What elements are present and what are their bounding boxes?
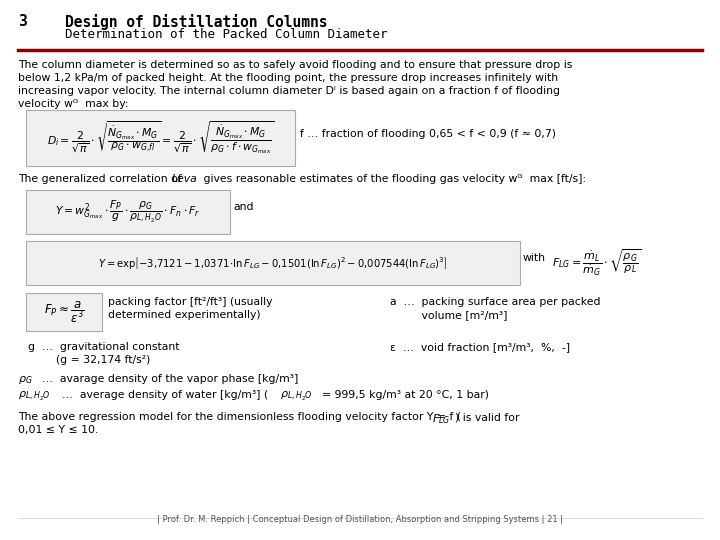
Text: …  average density of water [kg/m³] (: … average density of water [kg/m³] (	[62, 390, 271, 400]
Text: = 999,5 kg/m³ at 20 °C, 1 bar): = 999,5 kg/m³ at 20 °C, 1 bar)	[322, 390, 489, 400]
Text: f … fraction of flooding 0,65 < f < 0,9 (f ≈ 0,7): f … fraction of flooding 0,65 < f < 0,9 …	[300, 129, 556, 139]
Text: increasing vapor velocity. The internal column diameter Dᴵ is based again on a f: increasing vapor velocity. The internal …	[18, 86, 560, 96]
Text: …  avarage density of the vapor phase [kg/m³]: … avarage density of the vapor phase [kg…	[42, 374, 298, 384]
FancyBboxPatch shape	[26, 241, 520, 285]
Text: | Prof. Dr. M. Reppich | Conceptual Design of Distillation, Absorption and Strip: | Prof. Dr. M. Reppich | Conceptual Desi…	[157, 516, 563, 524]
Text: ε  …  void fraction [m³/m³,  %,  -]: ε … void fraction [m³/m³, %, -]	[390, 342, 570, 352]
Text: $\rho_G$: $\rho_G$	[18, 374, 32, 386]
Text: $Y = \exp\!\left[-3{,}7121 - 1{,}0371\!\cdot\!\ln F_{LG} - 0{,}1501(\ln F_{LG})^: $Y = \exp\!\left[-3{,}7121 - 1{,}0371\!\…	[98, 255, 448, 271]
Text: gives reasonable estimates of the flooding gas velocity wᴳ  max [ft/s]:: gives reasonable estimates of the floodi…	[200, 174, 586, 184]
Text: below 1,2 kPa/m of packed height. At the flooding point, the pressure drop incre: below 1,2 kPa/m of packed height. At the…	[18, 73, 558, 83]
Text: g  …  gravitational constant: g … gravitational constant	[28, 342, 179, 352]
Text: Determination of the Packed Column Diameter: Determination of the Packed Column Diame…	[65, 28, 387, 41]
Text: $Y = w_{G_{\max}}^2 \cdot \dfrac{F_P}{g} \cdot \dfrac{\rho_G}{\rho_{L,H_2O}} \cd: $Y = w_{G_{\max}}^2 \cdot \dfrac{F_P}{g}…	[55, 199, 201, 225]
Text: $\rho_{L,H_2O}$: $\rho_{L,H_2O}$	[280, 390, 312, 403]
Text: $F_P \approx \dfrac{a}{\varepsilon^3}$: $F_P \approx \dfrac{a}{\varepsilon^3}$	[43, 299, 84, 325]
Text: $F_{LG}$: $F_{LG}$	[432, 412, 451, 426]
Text: Leva: Leva	[172, 174, 198, 184]
Text: (g = 32,174 ft/s²): (g = 32,174 ft/s²)	[28, 355, 150, 365]
Text: and: and	[233, 202, 253, 212]
Text: ) is valid for: ) is valid for	[455, 412, 520, 422]
Text: The column diameter is determined so as to safely avoid flooding and to ensure t: The column diameter is determined so as …	[18, 60, 572, 70]
Text: The generalized correlation of: The generalized correlation of	[18, 174, 185, 184]
Text: Design of Distillation Columns: Design of Distillation Columns	[65, 14, 328, 30]
Text: velocity wᴳ  max by:: velocity wᴳ max by:	[18, 99, 128, 109]
FancyBboxPatch shape	[26, 110, 295, 166]
Text: determined experimentally): determined experimentally)	[108, 310, 261, 320]
Text: volume [m²/m³]: volume [m²/m³]	[390, 310, 508, 320]
Text: $F_{LG} = \dfrac{\dot{m}_L}{\dot{m}_G} \cdot \sqrt{\dfrac{\rho_G}{\rho_L}}$: $F_{LG} = \dfrac{\dot{m}_L}{\dot{m}_G} \…	[552, 248, 641, 279]
Text: The above regression model for the dimensionless flooding velocity factor Y = f : The above regression model for the dimen…	[18, 412, 461, 422]
FancyBboxPatch shape	[26, 190, 230, 234]
Text: packing factor [ft²/ft³] (usually: packing factor [ft²/ft³] (usually	[108, 297, 272, 307]
Text: 0,01 ≤ Y ≤ 10.: 0,01 ≤ Y ≤ 10.	[18, 425, 99, 435]
Text: with: with	[523, 253, 546, 263]
Text: $D_i = \dfrac{2}{\sqrt{\pi}} \cdot \sqrt{\dfrac{\dot{N}_{G_{\mathrm{max}}} \cdot: $D_i = \dfrac{2}{\sqrt{\pi}} \cdot \sqrt…	[47, 120, 274, 156]
FancyBboxPatch shape	[26, 293, 102, 331]
Text: $\rho_{L,H_2O}$: $\rho_{L,H_2O}$	[18, 390, 50, 403]
Text: a  …  packing surface area per packed: a … packing surface area per packed	[390, 297, 600, 307]
Text: 3: 3	[18, 14, 27, 29]
